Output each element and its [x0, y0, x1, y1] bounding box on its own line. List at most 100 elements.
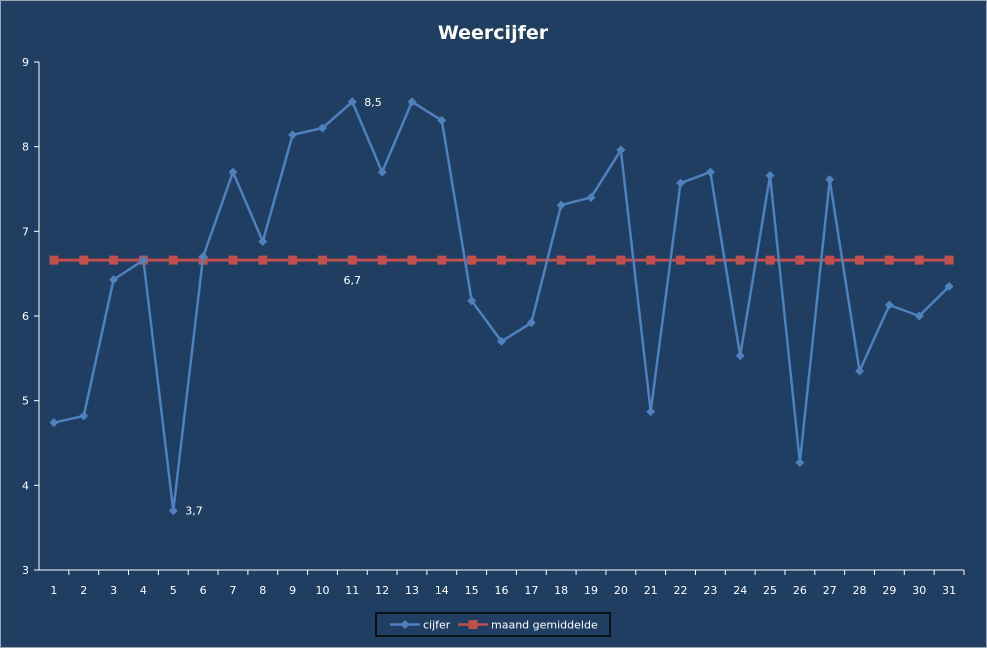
data-point — [49, 418, 59, 428]
y-tick-label: 5 — [22, 395, 29, 408]
series-layer — [49, 97, 954, 516]
series-maand-gemiddelde — [49, 255, 954, 265]
legend-item: cijfer — [390, 619, 451, 632]
data-point — [616, 145, 626, 155]
x-tick-label: 13 — [405, 584, 419, 597]
x-tick-label: 5 — [170, 584, 177, 597]
data-point — [109, 275, 119, 285]
data-point — [288, 130, 298, 140]
series-cijfer — [49, 97, 954, 516]
data-point — [735, 351, 745, 361]
data-point — [795, 255, 805, 265]
x-tick-label: 19 — [584, 584, 598, 597]
x-tick-label: 8 — [259, 584, 266, 597]
data-point — [676, 178, 686, 188]
x-tick-label: 29 — [882, 584, 896, 597]
data-point — [497, 255, 506, 265]
x-tick-label: 9 — [289, 584, 296, 597]
x-tick-label: 25 — [763, 584, 777, 597]
data-point — [437, 115, 447, 125]
data-point — [646, 255, 656, 265]
x-tick-label: 6 — [200, 584, 207, 597]
data-point — [855, 366, 865, 376]
data-point — [138, 255, 148, 265]
data-point — [467, 255, 477, 265]
x-tick-label: 26 — [793, 584, 807, 597]
data-point — [526, 255, 536, 265]
x-tick-label: 21 — [644, 584, 658, 597]
legend-box — [375, 612, 611, 637]
data-point — [914, 255, 924, 265]
data-point — [377, 255, 387, 265]
data-point — [646, 407, 656, 417]
x-tick-label: 4 — [140, 584, 147, 597]
data-point — [168, 255, 178, 265]
data-point — [288, 255, 298, 265]
x-tick-label: 17 — [524, 584, 538, 597]
data-point — [467, 296, 477, 306]
x-tick-label: 18 — [554, 584, 568, 597]
data-point — [765, 170, 775, 180]
data-point — [79, 411, 89, 421]
x-tick-label: 3 — [110, 584, 117, 597]
data-label: 8,5 — [364, 96, 382, 109]
data-point — [556, 255, 566, 265]
y-tick-label: 9 — [22, 56, 29, 69]
y-tick-label: 4 — [22, 479, 29, 492]
data-point — [109, 255, 119, 265]
y-tick-label: 7 — [22, 225, 29, 238]
data-point — [944, 255, 954, 265]
legend: cijfer maand gemiddelde — [375, 612, 611, 637]
x-tick-label: 22 — [674, 584, 688, 597]
x-tick-label: 7 — [229, 584, 236, 597]
data-point — [855, 255, 865, 265]
data-label: 6,7 — [344, 274, 362, 287]
data-point — [347, 97, 357, 107]
chart-title: Weercijfer — [438, 22, 549, 44]
data-point — [676, 255, 686, 265]
x-tick-label: 12 — [375, 584, 389, 597]
data-point — [258, 255, 268, 265]
data-point — [407, 255, 417, 265]
data-point — [437, 255, 447, 265]
data-point — [317, 123, 327, 133]
data-point — [884, 300, 894, 310]
y-tick-label: 6 — [22, 310, 29, 323]
data-point — [586, 192, 596, 202]
x-tick-label: 14 — [435, 584, 449, 597]
x-tick-label: 2 — [80, 584, 87, 597]
data-point — [914, 311, 924, 321]
x-tick-label: 1 — [50, 584, 57, 597]
legend-label: cijfer — [423, 619, 451, 632]
data-point — [795, 457, 805, 467]
data-point — [556, 200, 566, 210]
data-point — [944, 281, 954, 291]
data-label: 3,7 — [185, 505, 203, 518]
data-point — [526, 318, 536, 328]
data-point — [765, 255, 775, 265]
data-point — [347, 255, 357, 265]
data-point — [317, 255, 327, 265]
y-tick-label: 8 — [22, 141, 29, 154]
x-tick-label: 20 — [614, 584, 628, 597]
data-point — [168, 506, 178, 516]
x-tick-label: 30 — [912, 584, 926, 597]
x-tick-label: 24 — [733, 584, 747, 597]
data-point — [705, 255, 715, 265]
x-tick-label: 23 — [703, 584, 717, 597]
data-labels: 3,7 8,5 6,7 — [185, 96, 382, 518]
data-point — [825, 175, 835, 185]
data-point — [79, 255, 89, 265]
data-point — [228, 167, 238, 177]
series-line — [53, 100, 950, 512]
x-tick-label: 15 — [465, 584, 479, 597]
data-point — [497, 336, 506, 346]
legend-label: maand gemiddelde — [491, 619, 598, 632]
data-point — [258, 236, 268, 246]
x-tick-label: 16 — [495, 584, 509, 597]
data-point — [735, 255, 745, 265]
x-tick-label: 27 — [823, 584, 837, 597]
